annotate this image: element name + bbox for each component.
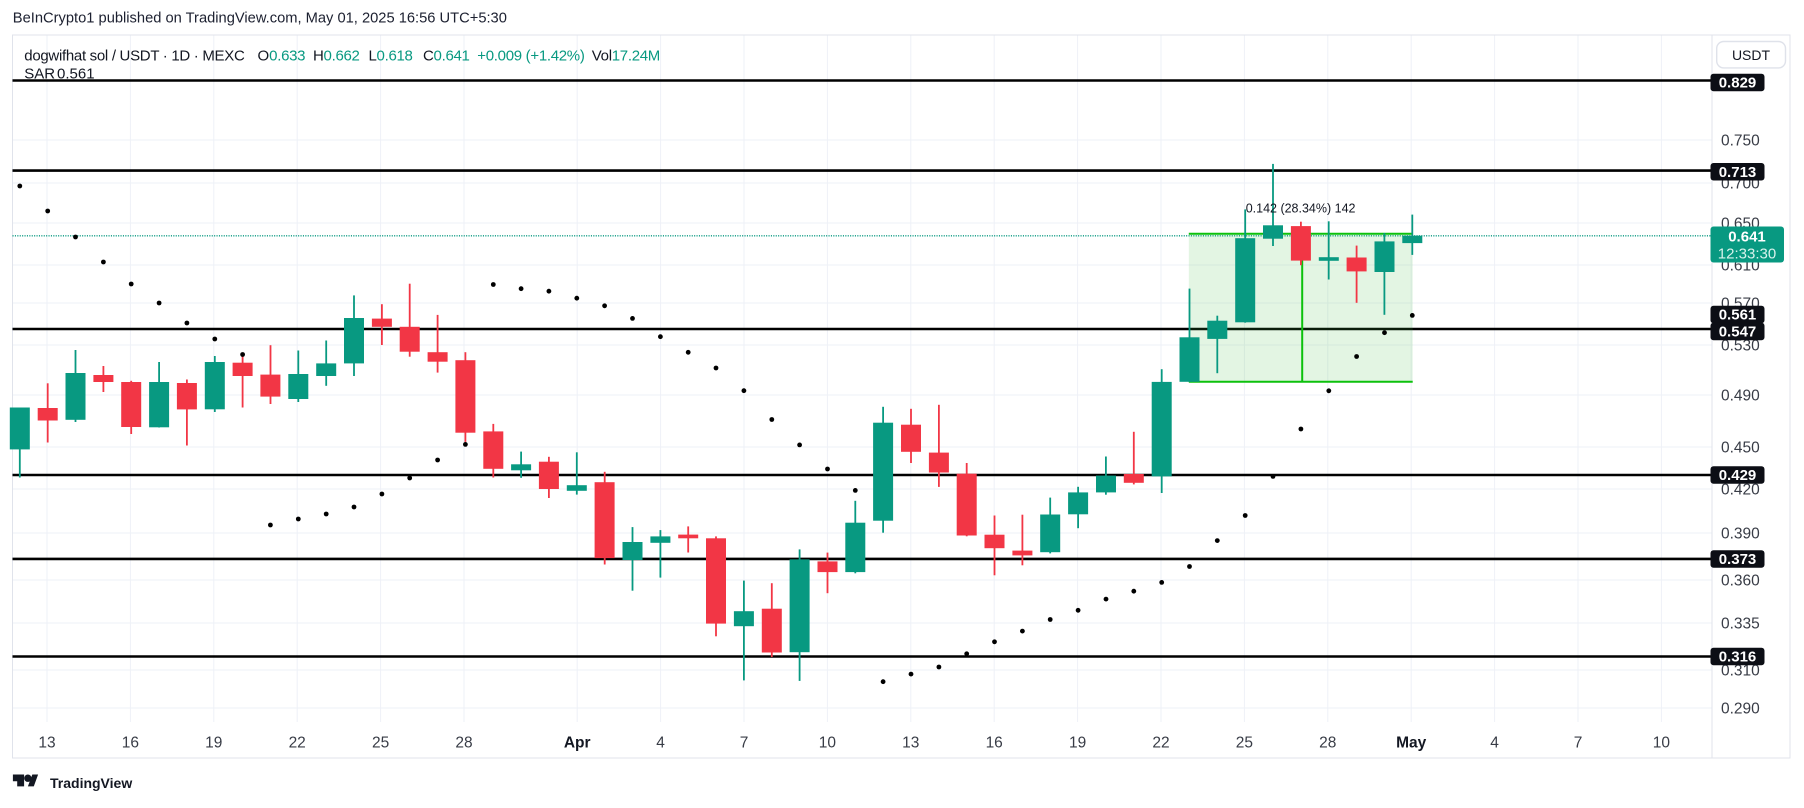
svg-text:0.316: 0.316 (1719, 649, 1757, 666)
svg-text:19: 19 (205, 734, 222, 751)
svg-text:BeInCrypto1 published on Tradi: BeInCrypto1 published on TradingView.com… (13, 11, 507, 27)
svg-text:28: 28 (1319, 734, 1336, 751)
svg-text:22: 22 (289, 734, 306, 751)
svg-text:0.429: 0.429 (1719, 467, 1757, 484)
svg-text:7: 7 (1574, 734, 1583, 751)
svg-text:0.547: 0.547 (1719, 324, 1757, 341)
svg-text:dogwifhat sol / USDT · 1D · ME: dogwifhat sol / USDT · 1D · MEXC O0.633 H0… (24, 48, 660, 65)
svg-text:0.360: 0.360 (1721, 572, 1760, 589)
svg-text:Apr: Apr (564, 734, 591, 751)
svg-text:TradingView: TradingView (50, 775, 132, 791)
svg-text:28: 28 (455, 734, 472, 751)
svg-text:USDT: USDT (1732, 47, 1771, 63)
svg-text:0.641: 0.641 (1728, 228, 1766, 245)
svg-text:0.750: 0.750 (1721, 132, 1760, 149)
svg-text:13: 13 (902, 734, 919, 751)
svg-text:19: 19 (1069, 734, 1086, 751)
svg-text:0.290: 0.290 (1721, 700, 1760, 717)
svg-text:0.561: 0.561 (1719, 307, 1757, 324)
svg-text:25: 25 (372, 734, 389, 751)
svg-text:13: 13 (38, 734, 55, 751)
svg-text:10: 10 (1653, 734, 1671, 751)
svg-text:0.829: 0.829 (1719, 75, 1757, 92)
svg-text:0.530: 0.530 (1721, 337, 1760, 354)
svg-text:0.373: 0.373 (1719, 551, 1757, 568)
svg-text:4: 4 (656, 734, 665, 751)
svg-text:16: 16 (122, 734, 139, 751)
svg-text:16: 16 (986, 734, 1003, 751)
svg-text:22: 22 (1152, 734, 1169, 751)
svg-text:0.450: 0.450 (1721, 439, 1760, 456)
svg-text:0.310: 0.310 (1721, 662, 1760, 679)
svg-text:4: 4 (1490, 734, 1499, 751)
svg-text:May: May (1396, 734, 1427, 751)
svg-text:10: 10 (819, 734, 837, 751)
svg-text:7: 7 (740, 734, 749, 751)
svg-text:0.142 (28.34%) 142: 0.142 (28.34%) 142 (1246, 202, 1356, 216)
svg-text:0.713: 0.713 (1719, 164, 1757, 181)
svg-text:0.420: 0.420 (1721, 481, 1760, 498)
svg-text:12:33:30: 12:33:30 (1718, 246, 1776, 263)
svg-text:0.490: 0.490 (1721, 387, 1760, 404)
svg-text:0.390: 0.390 (1721, 525, 1760, 542)
svg-text:25: 25 (1236, 734, 1253, 751)
svg-text:0.335: 0.335 (1721, 615, 1760, 632)
